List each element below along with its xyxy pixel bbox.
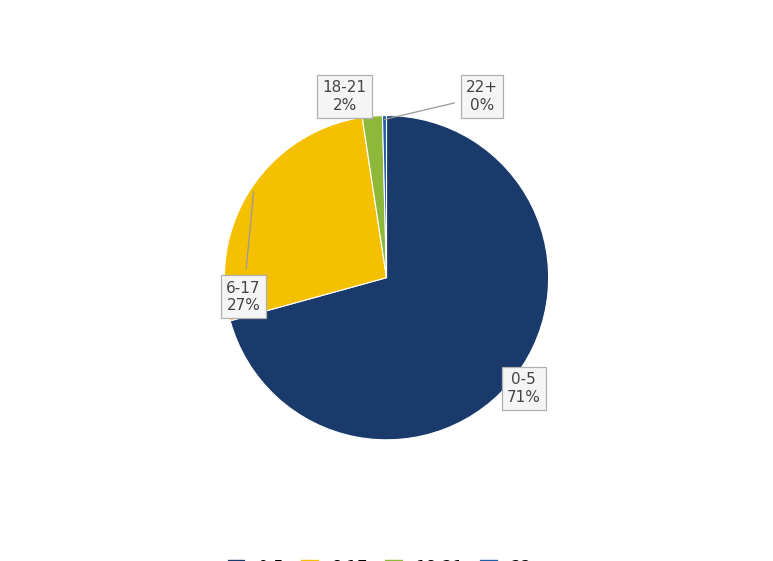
Wedge shape [363, 116, 386, 278]
Wedge shape [224, 117, 386, 321]
Text: 22+
0%: 22+ 0% [384, 80, 498, 119]
Legend: 0-5, 6-17, 18-21, 22+: 0-5, 6-17, 18-21, 22+ [221, 553, 552, 561]
Text: 18-21
2%: 18-21 2% [322, 80, 373, 120]
Text: 6-17
27%: 6-17 27% [226, 191, 261, 313]
Text: 0-5
71%: 0-5 71% [507, 372, 541, 404]
Wedge shape [230, 116, 549, 440]
Wedge shape [383, 116, 386, 278]
